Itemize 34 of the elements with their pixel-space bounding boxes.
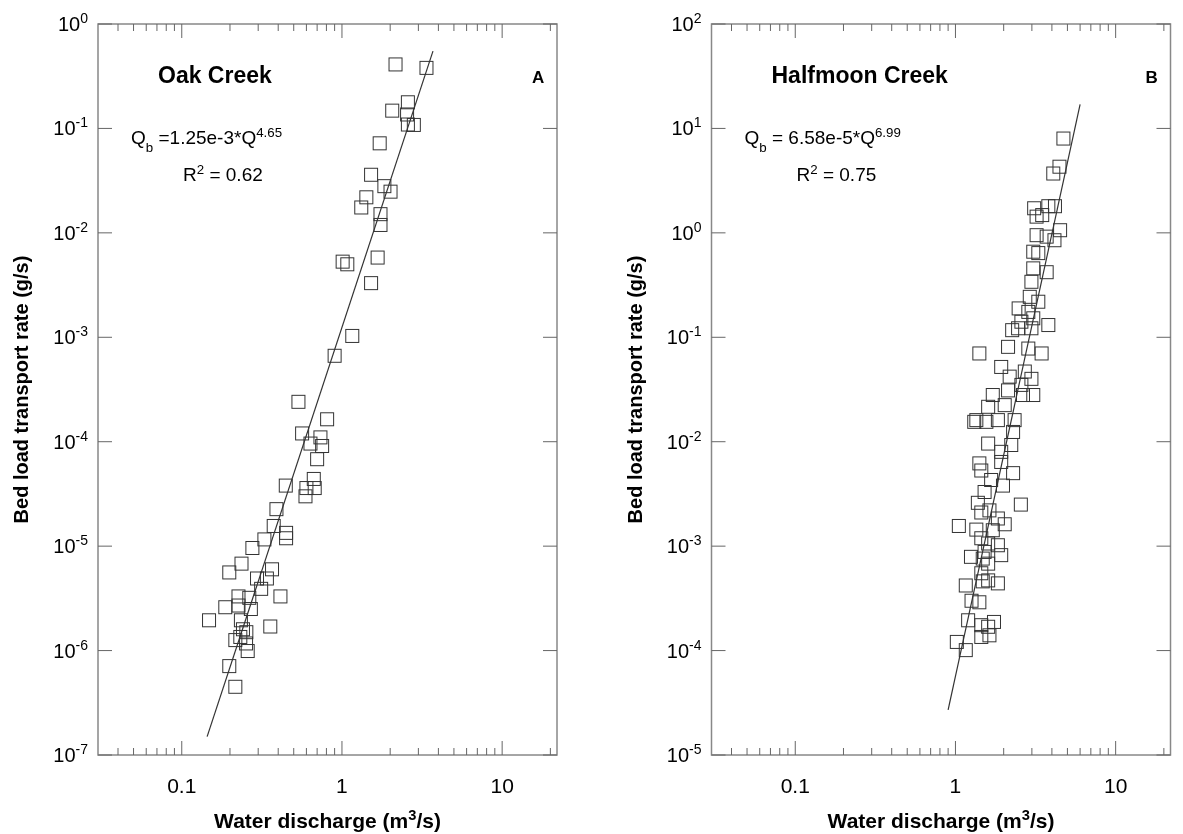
x-axis-title: Water discharge (m$^{3}$/s) bbox=[827, 807, 1055, 832]
y-tick-label: 10$^{-2}$ bbox=[666, 427, 702, 453]
y-tick-label: 10$^{-1}$ bbox=[53, 114, 89, 140]
y-tick-label: 10$^{-6}$ bbox=[53, 636, 89, 662]
y-tick-label: 10$^{-2}$ bbox=[53, 218, 89, 244]
y-tick-label: 10$^{-5}$ bbox=[53, 532, 89, 558]
annotation: Q$_{b}$ = 6.58e-5*Q$^{6.99}$ bbox=[744, 124, 901, 155]
y-tick-label: 10$^{-4}$ bbox=[53, 427, 89, 453]
annotation: B bbox=[1145, 68, 1158, 87]
text: Oak Creek bbox=[158, 62, 273, 88]
x-tick-label: 1 bbox=[336, 774, 348, 797]
y-tick-label: 10$^{2}$ bbox=[671, 10, 702, 35]
annotation: R$^{2}$ = 0.62 bbox=[183, 161, 263, 185]
y-tick-label: 10$^{-5}$ bbox=[666, 741, 702, 766]
y-tick-label: 10$^{-3}$ bbox=[666, 532, 702, 558]
y-axis-title: Bed load transport rate (g/s) bbox=[10, 255, 32, 524]
annotation: R$^{2}$ = 0.75 bbox=[796, 161, 877, 185]
x-tick-label: 10 bbox=[1103, 774, 1128, 797]
text: Halfmoon Creek bbox=[771, 62, 949, 88]
y-tick-label: 10$^{-4}$ bbox=[666, 636, 702, 662]
x-axis-title: Water discharge (m$^{3}$/s) bbox=[214, 807, 441, 832]
y-tick-label: 10$^{-7}$ bbox=[53, 741, 89, 766]
x-tick-label: 0.1 bbox=[167, 774, 197, 797]
y-tick-label: 10$^{0}$ bbox=[671, 218, 702, 244]
y-tick-label: 10$^{0}$ bbox=[57, 10, 89, 35]
y-tick-label: 10$^{-3}$ bbox=[53, 323, 89, 349]
x-tick-label: 1 bbox=[949, 774, 962, 797]
annotation: Q$_{b}$ =1.25e-3*Q$^{4.65}$ bbox=[131, 124, 283, 155]
annotation: A bbox=[532, 68, 545, 87]
y-axis-title: Bed load transport rate (g/s) bbox=[623, 255, 646, 524]
y-tick-label: 10$^{-1}$ bbox=[666, 323, 702, 349]
x-tick-label: 10 bbox=[490, 774, 514, 797]
y-tick-label: 10$^{1}$ bbox=[671, 114, 702, 140]
x-tick-label: 0.1 bbox=[780, 774, 810, 797]
